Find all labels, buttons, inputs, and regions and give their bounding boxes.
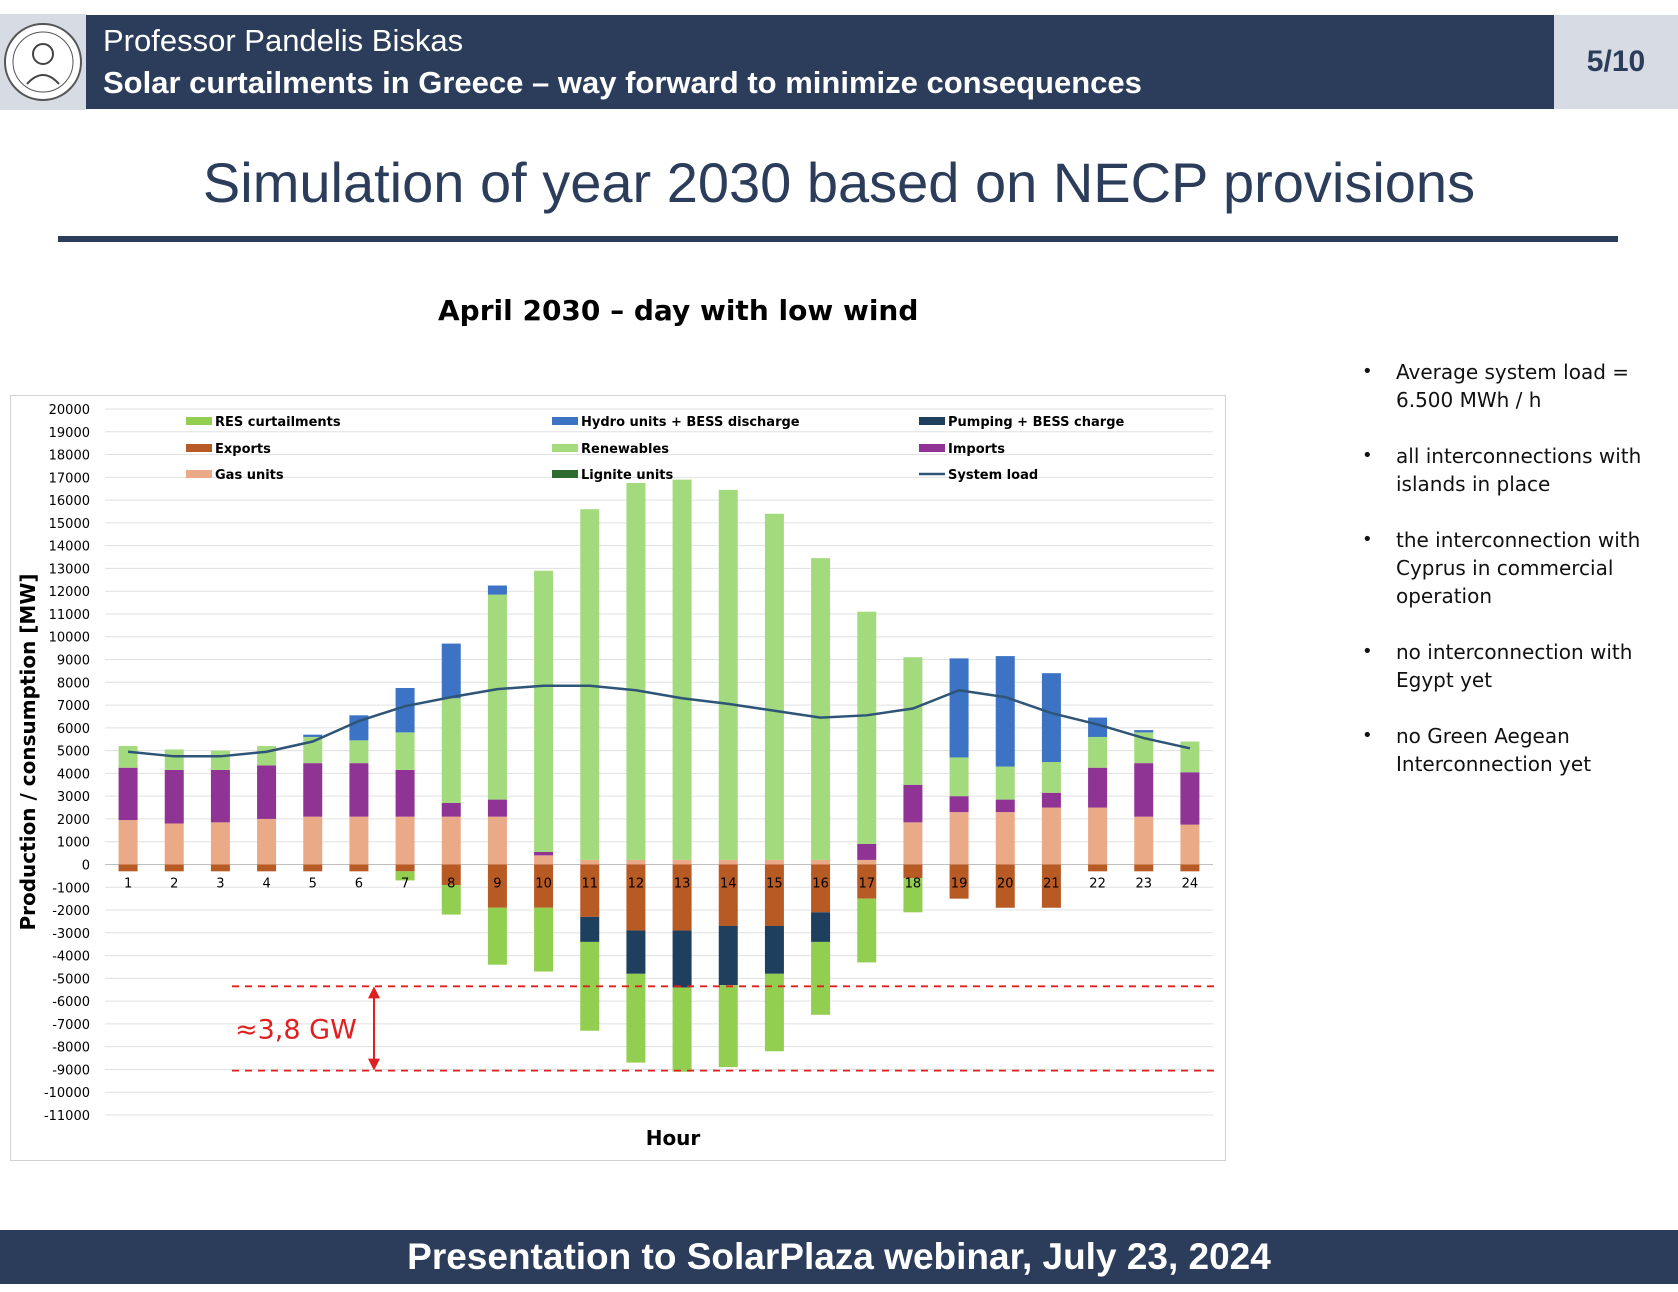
seal-icon	[4, 23, 82, 101]
bullet-item: no interconnection with Egypt yet	[1362, 638, 1662, 694]
header-bar: Professor Pandelis Biskas Solar curtailm…	[86, 15, 1554, 109]
page-indicator: 5/10	[1554, 15, 1678, 109]
bullet-item: the interconnection with Cyprus in comme…	[1362, 526, 1662, 610]
bullet-item: no Green Aegean Interconnection yet	[1362, 722, 1662, 778]
university-seal-logo	[0, 14, 86, 110]
presenter-name: Professor Pandelis Biskas	[103, 23, 464, 58]
presentation-subtitle: Solar curtailments in Greece – way forwa…	[103, 65, 1142, 100]
bullet-item: Average system load = 6.500 MWh / h	[1362, 358, 1662, 414]
slide-title: Simulation of year 2030 based on NECP pr…	[202, 151, 1476, 214]
bullet-item: all interconnections with islands in pla…	[1362, 442, 1662, 498]
chart-frame	[10, 395, 1226, 1161]
footer-bar: Presentation to SolarPlaza webinar, July…	[0, 1230, 1678, 1284]
bullet-list: Average system load = 6.500 MWh / h all …	[1362, 358, 1662, 806]
chart-title: April 2030 – day with low wind	[438, 294, 919, 327]
title-divider	[58, 236, 1618, 242]
